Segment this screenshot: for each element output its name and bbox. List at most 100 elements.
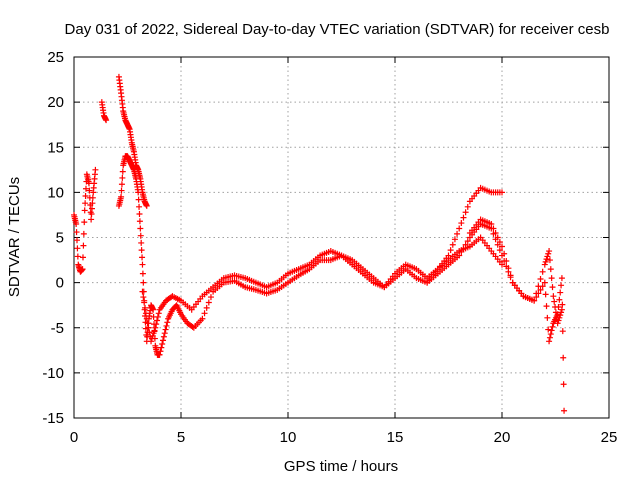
data-point (139, 254, 146, 261)
data-point (82, 192, 89, 199)
data-point (81, 219, 88, 226)
data-point (137, 225, 144, 232)
data-point (141, 299, 148, 306)
data-point (550, 293, 557, 300)
x-tick-label: 15 (387, 429, 404, 446)
series-track-4 (424, 184, 505, 286)
data-point (545, 250, 552, 257)
data-point (159, 340, 166, 347)
data-point (74, 245, 81, 252)
data-point (152, 324, 159, 331)
y-tick-label: -5 (51, 320, 64, 337)
data-point (164, 319, 171, 326)
data-point (456, 252, 463, 259)
data-point (546, 257, 553, 264)
data-point (89, 194, 96, 201)
data-point (545, 326, 552, 333)
series-track-1 (71, 73, 150, 275)
data-point (88, 216, 95, 223)
data-point (539, 268, 546, 275)
data-point (199, 315, 206, 322)
data-point (460, 245, 467, 252)
data-point (146, 329, 153, 336)
data-point (548, 327, 555, 334)
data-point (149, 332, 156, 339)
data-point (507, 272, 514, 279)
data-point (547, 266, 554, 273)
data-point (554, 311, 561, 318)
data-point (139, 261, 146, 268)
data-point (139, 288, 146, 295)
grid (74, 57, 609, 418)
data-point (135, 196, 142, 203)
data-point (157, 348, 164, 355)
data-point (73, 237, 80, 244)
data-point (499, 243, 505, 250)
data-point (454, 230, 461, 237)
series-track-5 (466, 216, 568, 414)
data-point (142, 310, 149, 317)
data-point (118, 193, 125, 200)
data-point (531, 297, 538, 304)
data-point (499, 261, 505, 268)
data-point (543, 303, 550, 310)
data-point (462, 241, 469, 248)
data-point (140, 294, 147, 301)
data-point (542, 258, 549, 265)
data-point (118, 181, 125, 188)
series-track-3 (139, 220, 565, 345)
data-point (541, 279, 548, 286)
data-point (92, 166, 99, 173)
data-point (135, 189, 142, 196)
x-tick-label: 10 (280, 429, 297, 446)
y-tick-label: -15 (42, 410, 64, 427)
data-point (154, 313, 161, 320)
data-point (543, 256, 550, 263)
data-point (79, 254, 86, 261)
data-point (537, 276, 544, 283)
data-point (150, 306, 157, 313)
data-point (558, 275, 565, 282)
data-point (148, 338, 155, 345)
data-point (138, 239, 145, 246)
data-point (156, 351, 163, 358)
data-point (541, 261, 548, 268)
data-point (143, 202, 150, 209)
data-point (139, 270, 146, 277)
data-point (499, 189, 505, 196)
data-point (85, 180, 92, 187)
data-point (496, 239, 503, 246)
data-point (492, 229, 499, 236)
data-point (462, 209, 469, 216)
y-tick-label: 0 (56, 275, 64, 292)
data-point (148, 335, 155, 342)
data-point (74, 253, 81, 260)
data-point (88, 205, 95, 212)
data-point (447, 247, 454, 254)
axis-ticks: 0 5 10 15 20 25 -15 -10 -5 0 5 10 15 20 25 (42, 49, 617, 446)
data-point (539, 283, 546, 290)
y-tick-label: 10 (47, 184, 64, 201)
data-point (163, 322, 170, 329)
data-point (544, 314, 551, 321)
data-point (88, 211, 95, 218)
data-point (160, 333, 167, 340)
data-point (549, 284, 556, 291)
data-point (542, 291, 549, 298)
data-point (73, 229, 80, 236)
data-point (154, 317, 161, 324)
data-point (82, 200, 89, 207)
data-point (561, 407, 568, 414)
data-point (496, 247, 503, 254)
data-point (207, 294, 214, 301)
data-point (89, 200, 96, 207)
data-point (503, 257, 510, 264)
data-point (535, 290, 542, 297)
data-point (153, 321, 160, 328)
data-point (445, 252, 452, 259)
data-point (205, 299, 212, 306)
data-point (103, 117, 110, 124)
x-tick-label: 25 (601, 429, 618, 446)
data-point (138, 247, 145, 254)
